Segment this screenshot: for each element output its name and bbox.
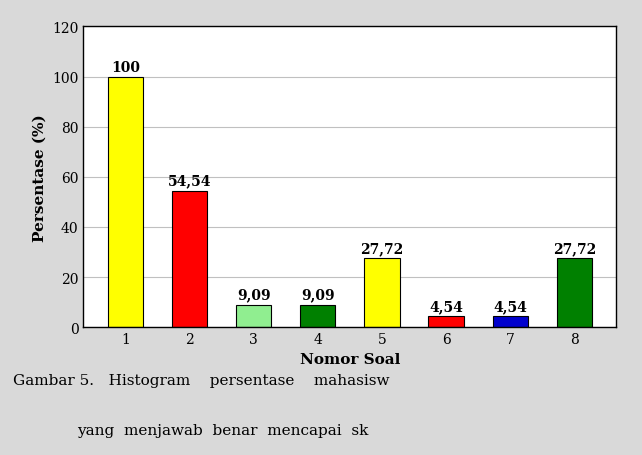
Text: 4,54: 4,54: [493, 299, 527, 313]
Bar: [492, 316, 528, 328]
Bar: [300, 305, 336, 328]
X-axis label: Nomor Soal: Nomor Soal: [300, 352, 400, 366]
Text: 27,72: 27,72: [553, 241, 596, 255]
Bar: [364, 258, 399, 328]
Text: Gambar 5.   Histogram    persentase    mahasisw: Gambar 5. Histogram persentase mahasisw: [13, 373, 389, 387]
Text: 27,72: 27,72: [360, 241, 404, 255]
Text: 54,54: 54,54: [168, 174, 211, 188]
Text: 4,54: 4,54: [429, 299, 463, 313]
Bar: [557, 258, 592, 328]
Bar: [428, 316, 464, 328]
Y-axis label: Persentase (%): Persentase (%): [33, 114, 47, 241]
Bar: [108, 77, 143, 328]
Text: 9,09: 9,09: [237, 288, 270, 302]
Bar: [236, 305, 272, 328]
Text: 100: 100: [111, 61, 140, 74]
Text: 9,09: 9,09: [301, 288, 334, 302]
Text: yang  menjawab  benar  mencapai  sk: yang menjawab benar mencapai sk: [77, 423, 369, 437]
Bar: [172, 191, 207, 328]
